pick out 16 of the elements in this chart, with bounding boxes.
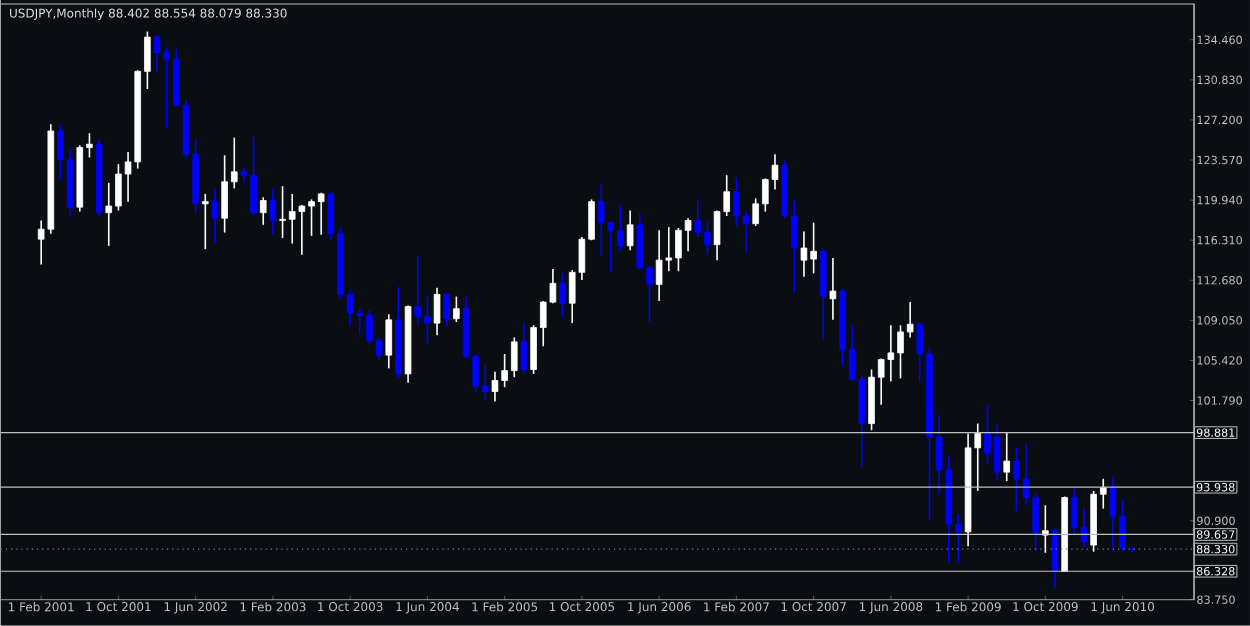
- candlestick: [1042, 504, 1049, 554]
- candlestick: [202, 193, 209, 251]
- candlestick: [1003, 431, 1011, 482]
- candlestick: [269, 187, 277, 236]
- candlestick: [433, 287, 441, 337]
- candlestick: [829, 257, 837, 321]
- candlestick: [626, 209, 634, 252]
- candlestick: [819, 247, 827, 341]
- candlestick: [520, 322, 528, 375]
- candlestick: [453, 295, 460, 323]
- candlestick: [385, 313, 393, 370]
- candlestick: [559, 272, 566, 319]
- candlestick: [443, 292, 450, 328]
- candlestick: [1051, 527, 1059, 590]
- candlestick: [259, 196, 267, 226]
- candlestick: [211, 187, 219, 245]
